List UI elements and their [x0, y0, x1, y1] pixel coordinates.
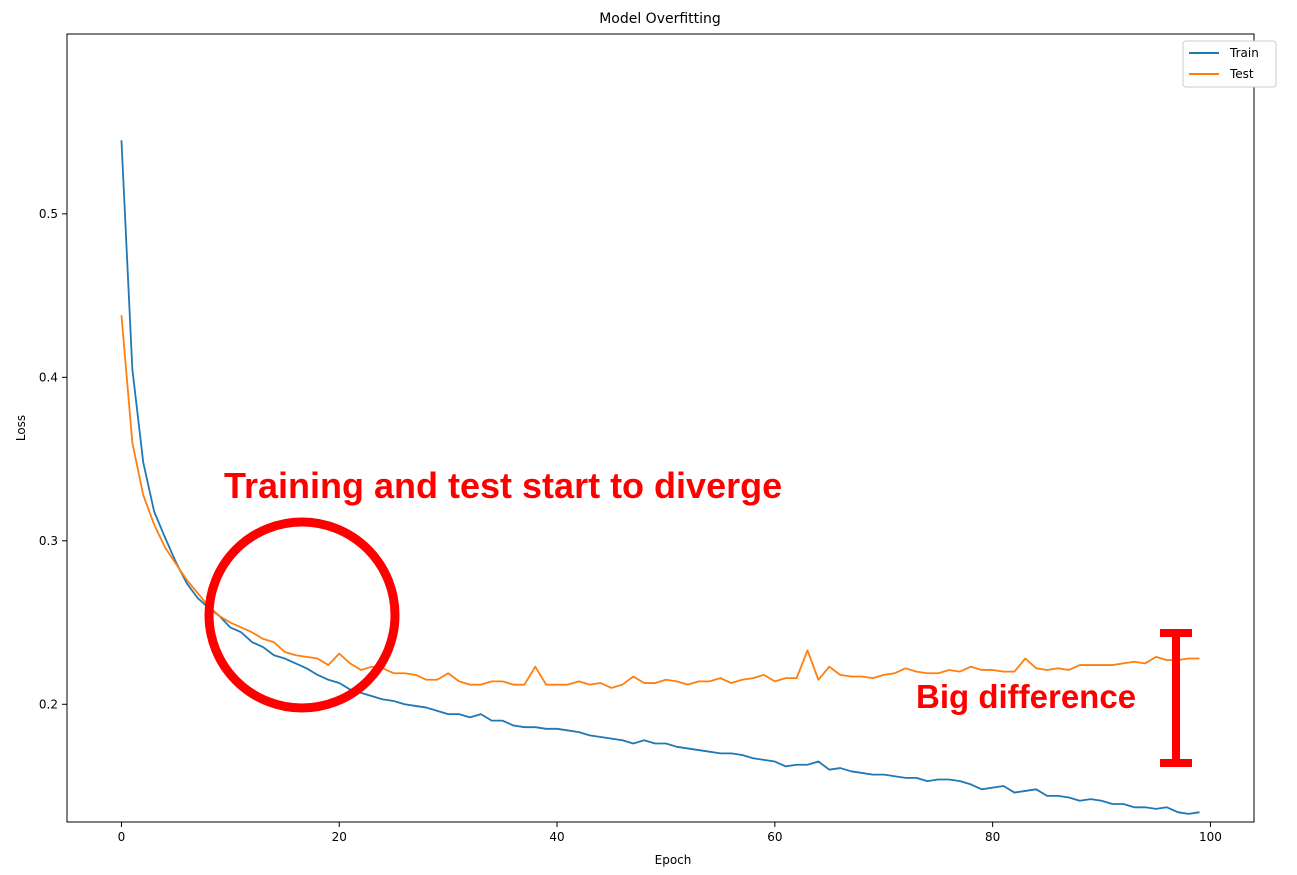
x-tick-label: 80: [985, 830, 1000, 844]
gap-bracket-annotation: [1160, 629, 1192, 767]
divergence-circle-annotation: [204, 517, 400, 713]
divergence-annotation-text: Training and test start to diverge: [224, 465, 782, 506]
legend: Train Test: [1182, 40, 1277, 88]
y-tick-label: 0.5: [39, 207, 58, 221]
plot-area-frame: [66, 33, 1255, 823]
x-tick-label: 40: [549, 830, 564, 844]
y-axis-title: Loss: [14, 415, 28, 441]
legend-test-label: Test: [1229, 67, 1254, 81]
chart-title: Model Overfitting: [599, 11, 721, 27]
series-line-train: [120, 140, 1200, 815]
x-tick-label: 100: [1199, 830, 1222, 844]
y-tick-label: 0.4: [39, 370, 58, 384]
y-tick-label: 0.3: [39, 534, 58, 548]
big-difference-annotation-text: Big difference: [916, 678, 1136, 715]
y-tick-label: 0.2: [39, 697, 58, 711]
x-tick-label: 0: [118, 830, 126, 844]
series-line-test: [120, 315, 1200, 689]
x-axis-title: Epoch: [655, 853, 692, 867]
x-tick-label: 20: [332, 830, 347, 844]
legend-train-label: Train: [1229, 46, 1259, 60]
x-tick-label: 60: [767, 830, 782, 844]
